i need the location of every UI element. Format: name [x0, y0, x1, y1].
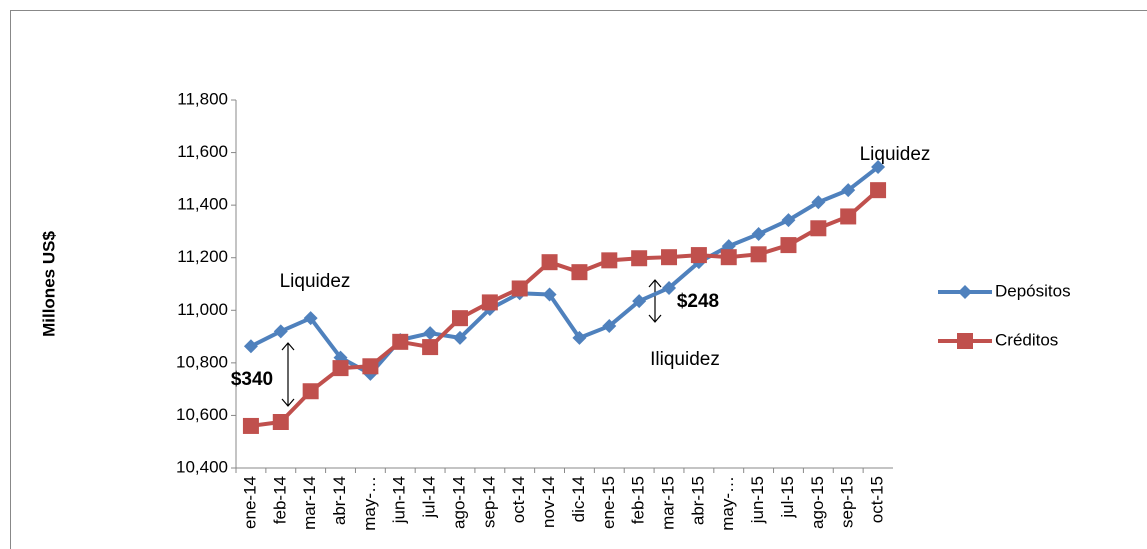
point — [572, 330, 587, 345]
point — [242, 417, 259, 434]
gap-arrows — [281, 279, 662, 407]
point — [750, 246, 767, 263]
point — [243, 339, 258, 354]
point — [423, 326, 438, 341]
y-tick-label: 11,800 — [177, 89, 228, 108]
x-tick-label: oct-15 — [868, 476, 887, 523]
x-tick-label: jun-15 — [748, 476, 767, 524]
point — [451, 310, 468, 327]
x-tick-label: sep-15 — [838, 476, 857, 528]
point — [511, 280, 528, 297]
point — [720, 249, 737, 266]
point — [811, 195, 826, 210]
point — [332, 360, 349, 377]
annotation: Iliquidez — [650, 349, 720, 370]
x-tick-label: sep-14 — [479, 476, 498, 528]
x-tick-label: ene-15 — [599, 476, 618, 529]
point — [958, 285, 972, 299]
x-tick-label: dic-14 — [569, 476, 588, 522]
point — [392, 333, 409, 350]
point — [661, 249, 678, 266]
x-tick-label: mar-15 — [659, 476, 678, 530]
point — [571, 264, 588, 281]
x-tick-label: jun-14 — [390, 476, 409, 524]
y-tick-label: 10,400 — [176, 457, 228, 476]
x-tick-label: ago-14 — [449, 476, 468, 529]
y-tick-label: 11,000 — [177, 300, 228, 319]
point — [662, 280, 677, 295]
point — [781, 213, 796, 228]
annotation: Liquidez — [860, 144, 931, 165]
point — [362, 358, 379, 375]
x-tick-label: jul-14 — [420, 476, 439, 519]
point — [302, 383, 319, 400]
x-tick-label: feb-14 — [270, 476, 289, 524]
point — [422, 339, 439, 356]
y-tick-label: 10,800 — [176, 352, 228, 371]
y-axis-title: Millones US$ — [39, 231, 58, 337]
annotation: $248 — [677, 291, 719, 312]
point — [542, 287, 557, 302]
point — [541, 254, 558, 271]
point — [871, 160, 886, 175]
point — [870, 182, 887, 199]
point — [273, 324, 288, 339]
x-tick-label: mar-14 — [300, 476, 319, 530]
x-tick-label: feb-15 — [629, 476, 648, 524]
point — [751, 227, 766, 242]
x-tick-label: abr-15 — [688, 476, 707, 525]
point — [957, 333, 973, 349]
x-tick-label: nov-14 — [539, 476, 558, 528]
x-tick-label: abr-14 — [330, 476, 349, 525]
x-tick-label: may-… — [360, 476, 379, 531]
legend-label: Depósitos — [995, 281, 1071, 300]
x-tick-label: ago-15 — [808, 476, 827, 529]
chart-frame — [10, 10, 1147, 549]
point — [272, 414, 289, 430]
x-tick-label: ene-14 — [240, 476, 259, 529]
point — [481, 294, 498, 311]
point — [631, 250, 648, 267]
y-tick-label: 11,200 — [177, 247, 228, 266]
series-line — [250, 188, 880, 428]
point — [690, 247, 707, 264]
x-tick-label: oct-14 — [509, 476, 528, 523]
point — [810, 220, 827, 237]
point — [452, 330, 467, 345]
point — [601, 252, 618, 269]
point — [632, 294, 647, 309]
point — [602, 319, 617, 334]
y-tick-label: 11,400 — [177, 195, 228, 214]
point — [840, 208, 857, 225]
y-tick-label: 10,600 — [176, 405, 228, 424]
x-tick-label: jul-15 — [778, 476, 797, 519]
annotation: Liquidez — [280, 271, 351, 292]
x-tick-label: may-… — [718, 476, 737, 531]
legend-label: Créditos — [995, 330, 1058, 349]
point — [303, 311, 318, 326]
point — [841, 183, 856, 198]
y-tick-label: 11,600 — [177, 142, 228, 161]
point — [780, 237, 797, 254]
annotation: $340 — [231, 369, 273, 390]
